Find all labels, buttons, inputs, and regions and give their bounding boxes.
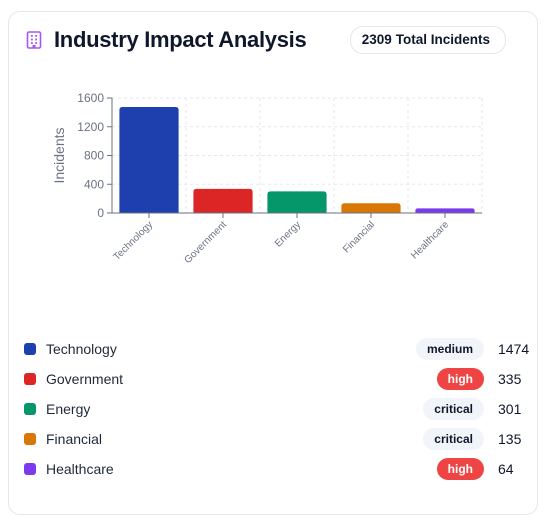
- x-tick-label-technology: Technology: [112, 219, 156, 263]
- legend-value: 64: [498, 461, 514, 477]
- y-tick-label-3: 1200: [77, 120, 104, 134]
- legend-label: Healthcare: [46, 461, 114, 477]
- severity-badge: critical: [423, 428, 484, 450]
- legend-item-financial: Financial critical 135: [24, 425, 534, 455]
- bar-technology: [119, 107, 179, 213]
- severity-badge: critical: [423, 398, 484, 420]
- bar-energy: [267, 191, 327, 213]
- severity-badge: high: [436, 368, 484, 390]
- legend-item-healthcare: Healthcare high 64: [24, 455, 534, 485]
- y-tick-label-0: 0: [97, 206, 104, 220]
- card-header: Industry Impact Analysis 2309 Total Incid…: [24, 26, 506, 56]
- total-incidents-badge: 2309 Total Incidents: [349, 26, 506, 54]
- y-axis-label: Incidents: [51, 127, 67, 183]
- legend-label: Government: [46, 371, 124, 387]
- legend-label: Energy: [46, 401, 91, 417]
- y-tick-label-2: 800: [84, 149, 104, 163]
- total-incidents-count: 2309: [361, 32, 392, 47]
- legend-swatch: [24, 433, 36, 445]
- legend-value: 335: [498, 371, 522, 387]
- legend-item-energy: Energy critical 301: [24, 395, 534, 425]
- legend-value: 301: [498, 401, 522, 417]
- legend-swatch: [24, 373, 36, 385]
- y-tick-label-1: 400: [84, 177, 104, 191]
- total-incidents-label: Total Incidents: [395, 32, 490, 47]
- legend-value: 135: [498, 431, 522, 447]
- y-tick-label-4: 1600: [77, 91, 104, 105]
- incidents-bar-chart: 0 400 800 1200 1600 Incidents Technology Govern…: [51, 91, 483, 266]
- x-tick-label-financial: Financial: [341, 219, 377, 255]
- legend-label: Technology: [46, 341, 117, 357]
- bar-financial: [341, 203, 401, 213]
- building-icon: [26, 31, 42, 49]
- legend-label: Financial: [46, 431, 103, 447]
- severity-badge: medium: [415, 338, 484, 360]
- x-tick-label-healthcare: Healthcare: [409, 219, 451, 261]
- legend-item-government: Government high 335: [24, 365, 534, 395]
- legend-swatch: [24, 343, 36, 355]
- severity-badge: high: [436, 458, 484, 480]
- bar-healthcare: [415, 208, 475, 213]
- legend-value: 1474: [498, 341, 530, 357]
- legend-item-technology: Technology medium 1474: [24, 335, 534, 365]
- industry-legend: Technology medium 1474 Government high 335 Ene…: [24, 335, 534, 485]
- legend-swatch: [24, 403, 36, 415]
- legend-swatch: [24, 463, 36, 475]
- x-tick-label-energy: Energy: [273, 219, 303, 249]
- bar-government: [193, 188, 253, 213]
- x-tick-label-government: Government: [182, 219, 229, 266]
- card-title: Industry Impact Analysis: [54, 27, 307, 52]
